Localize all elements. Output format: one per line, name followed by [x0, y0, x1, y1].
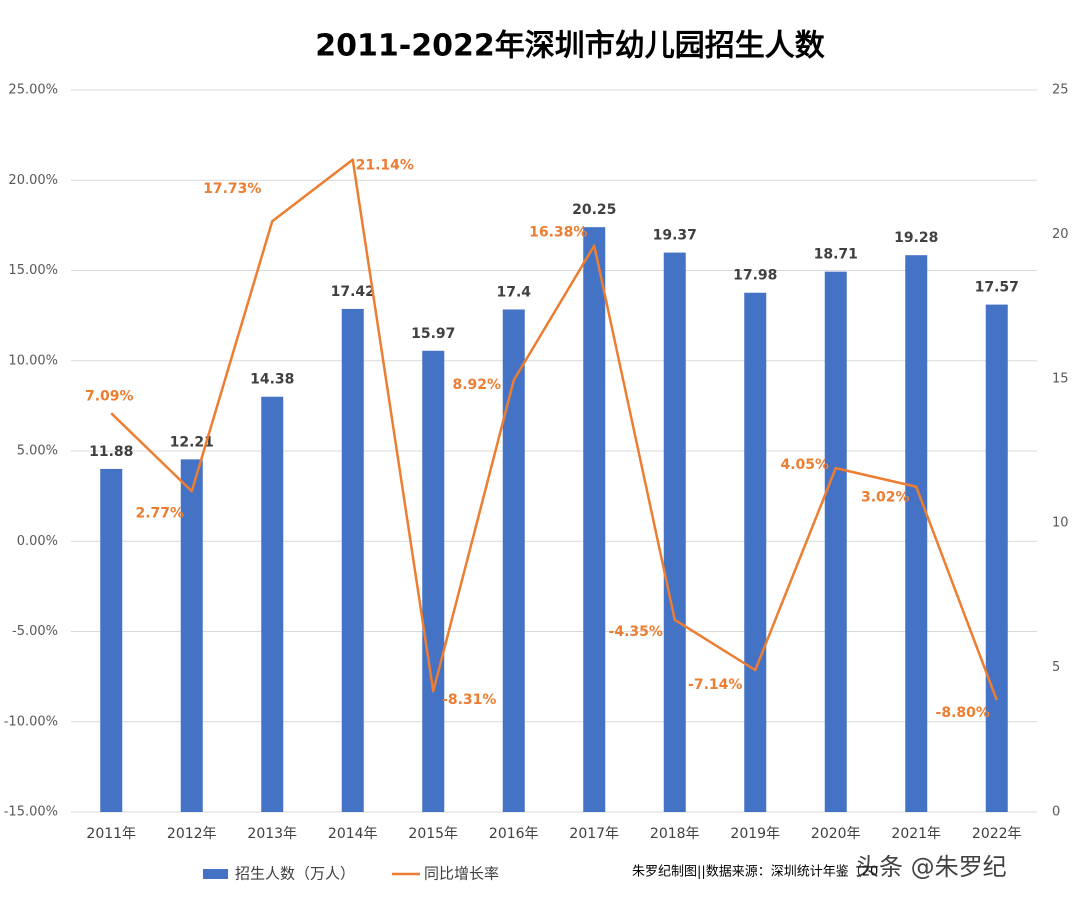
x-tick-label: 2019年 — [730, 826, 780, 842]
x-tick-label: 2011年 — [86, 826, 136, 842]
source: 朱罗纪制图||数据来源：深圳统计年鉴（20 — [632, 865, 878, 880]
bar — [100, 468, 123, 812]
y-tick-label: -15.00% — [4, 805, 58, 820]
x-tick-label: 2017年 — [569, 826, 619, 842]
legend-swatch — [203, 869, 228, 879]
bar — [663, 252, 686, 812]
y2-tick-label: 25 — [1052, 83, 1069, 98]
line-label: 21.14% — [356, 158, 414, 174]
bar-label: 15.97 — [411, 326, 455, 342]
y-tick-label: 25.00% — [8, 83, 58, 98]
bar-label: 18.71 — [814, 247, 858, 263]
line-label: -8.80% — [936, 705, 990, 721]
bar-label: 19.37 — [653, 228, 697, 244]
bar-label: 20.25 — [572, 202, 616, 218]
bar-label: 17.57 — [975, 280, 1019, 296]
line-label: -7.14% — [688, 677, 742, 693]
y-tick-label: 5.00% — [17, 444, 58, 459]
y-tick-label: 20.00% — [8, 173, 58, 188]
x-tick-label: 2020年 — [811, 826, 861, 842]
line-label: 8.92% — [452, 377, 501, 393]
x-tick-label: 2022年 — [972, 826, 1022, 842]
y2-tick-label: 5 — [1052, 660, 1060, 675]
line-label: 7.09% — [85, 388, 134, 404]
bar — [180, 459, 203, 812]
bar-label: 11.88 — [89, 444, 133, 460]
line-label: 17.73% — [203, 181, 261, 197]
line-label: 3.02% — [861, 490, 910, 506]
y2-tick-label: 0 — [1052, 805, 1060, 820]
x-tick-label: 2018年 — [650, 826, 700, 842]
bar — [261, 396, 284, 812]
x-tick-label: 2012年 — [167, 826, 217, 842]
line — [110, 158, 998, 701]
line-label: 16.38% — [529, 225, 587, 241]
y-tick-label: -10.00% — [4, 714, 58, 729]
chart-title: 2011-2022年深圳市幼儿园招生人数 — [315, 29, 825, 64]
legend-label: 同比增长率 — [424, 865, 499, 883]
y2-tick-label: 20 — [1052, 227, 1069, 242]
x-tick-label: 2013年 — [247, 826, 297, 842]
bar-label: 17.42 — [331, 284, 375, 300]
y2-tick-label: 10 — [1052, 516, 1069, 531]
bar — [422, 350, 445, 812]
bar — [583, 227, 606, 812]
y-tick-label: -5.00% — [12, 624, 58, 639]
bar-label: 14.38 — [250, 372, 294, 388]
bar — [341, 308, 364, 812]
bar-label: 17.4 — [496, 284, 531, 300]
watermark: 头条 @朱罗纪 — [855, 853, 1007, 881]
bar — [824, 271, 847, 812]
bar-label: 19.28 — [894, 230, 938, 246]
bar — [985, 304, 1008, 812]
line-label: -8.31% — [442, 692, 496, 708]
y2-tick-label: 15 — [1052, 371, 1069, 386]
line-label: 2.77% — [135, 505, 184, 521]
x-tick-label: 2016年 — [489, 826, 539, 842]
y-tick-label: 0.00% — [17, 534, 58, 549]
bar — [502, 309, 525, 812]
x-tick-label: 2014年 — [328, 826, 378, 842]
y-tick-label: 10.00% — [8, 353, 58, 368]
bar-label: 17.98 — [733, 268, 777, 284]
bar — [744, 292, 767, 812]
x-tick-label: 2015年 — [408, 826, 458, 842]
bar — [905, 255, 928, 812]
bar-label: 12.21 — [170, 434, 214, 450]
legend-label: 招生人数（万人） — [235, 865, 355, 883]
line-label: 4.05% — [780, 457, 829, 473]
y-tick-label: 15.00% — [8, 263, 58, 278]
line-label: -4.35% — [609, 624, 663, 640]
x-tick-label: 2021年 — [891, 826, 941, 842]
